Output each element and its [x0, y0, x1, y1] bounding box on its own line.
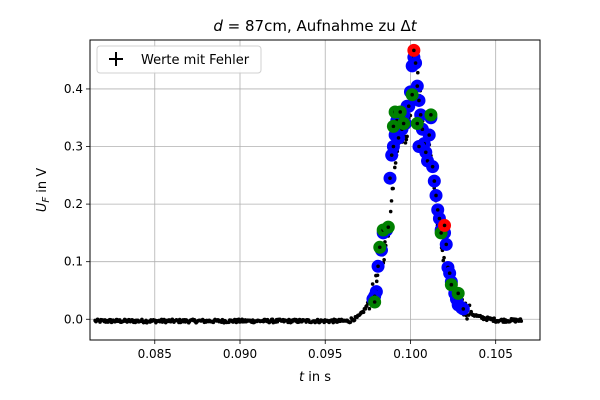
raw-data-dot: [389, 199, 394, 203]
grid-lines: [90, 40, 540, 340]
x-tick-label: 0.105: [479, 347, 513, 361]
raw-data-dot: [388, 209, 393, 214]
y-axis-label-sub: F: [41, 197, 52, 203]
raw-data-dot: [370, 282, 375, 286]
y-tick-label: 0.0: [64, 312, 83, 326]
y-axis-label: UF in V: [35, 168, 52, 212]
raw-data-dot: [398, 110, 403, 114]
raw-data-dot: [404, 137, 409, 142]
raw-data-dot: [417, 98, 421, 103]
raw-data-dot: [348, 320, 353, 324]
raw-data-dot: [331, 320, 336, 325]
raw-data-dot: [441, 258, 446, 263]
raw-data-dot: [396, 136, 401, 140]
x-axis-label-unit: in s: [304, 370, 331, 385]
raw-data-dot: [352, 318, 357, 322]
raw-data-dot: [406, 104, 411, 109]
raw-data-dot: [434, 193, 438, 198]
x-axis-ticks: 0.085 0.090 0.095 0.100 0.105: [138, 340, 513, 361]
raw-data-dot: [377, 245, 382, 250]
raw-data-dot: [418, 113, 423, 117]
raw-data-dot: [444, 242, 449, 247]
raw-data-dot: [447, 271, 452, 276]
title-t-symbol: t: [411, 17, 418, 35]
raw-data-dot: [427, 133, 432, 137]
x-tick-label: 0.100: [393, 347, 427, 361]
raw-data-dot: [393, 161, 398, 165]
raw-data-dot: [432, 179, 437, 183]
x-axis-label-var: t: [299, 370, 305, 385]
y-axis-ticks: 0.0 0.1 0.2 0.3 0.4: [64, 82, 90, 326]
raw-data-dot: [413, 61, 418, 65]
legend-marker-plus-icon: [109, 52, 123, 66]
raw-data-dot: [449, 282, 454, 287]
raw-data-dot: [367, 306, 372, 311]
x-tick-label: 0.090: [223, 347, 257, 361]
raw-data-dot: [391, 144, 396, 149]
raw-data-dot: [401, 121, 406, 126]
raw-data-dot: [415, 121, 420, 126]
y-tick-label: 0.3: [64, 140, 83, 154]
raw-data-dot: [442, 223, 447, 228]
y-tick-label: 0.4: [64, 82, 83, 96]
raw-data-dot: [415, 84, 420, 88]
raw-data-dot: [461, 307, 466, 311]
raw-data-dot: [376, 264, 380, 269]
raw-data-dot: [374, 279, 379, 284]
raw-data-dot: [456, 291, 460, 296]
raw-data-dot: [465, 317, 469, 321]
raw-data-dot: [410, 92, 414, 97]
plot-frame: [89, 39, 541, 341]
raw-data-dot: [423, 150, 428, 155]
raw-data-dot: [372, 300, 377, 304]
raw-data-dot: [365, 303, 369, 308]
raw-data-dot: [429, 113, 433, 117]
y-tick-label: 0.2: [64, 197, 83, 211]
raw-data-dot: [393, 165, 397, 170]
raw-data-dot: [386, 225, 391, 229]
x-tick-label: 0.095: [308, 347, 342, 361]
highlighted-data-points: [366, 43, 470, 316]
x-axis-label: t in s: [299, 370, 331, 385]
raw-data-dot: [435, 208, 440, 212]
raw-data-dot: [492, 316, 496, 320]
raw-data-dot: [391, 186, 395, 191]
raw-data-dot: [412, 48, 416, 53]
title-d-symbol: d: [213, 17, 223, 35]
raw-data-dot: [388, 176, 392, 180]
raw-data-dot: [375, 273, 380, 278]
legend: Werte mit Fehler: [96, 45, 262, 74]
raw-data-dot: [439, 231, 443, 235]
raw-data-dot: [430, 164, 435, 169]
raw-data-dot: [391, 124, 396, 129]
legend-label: Werte mit Fehler: [141, 53, 250, 68]
y-tick-label: 0.1: [64, 255, 83, 269]
raw-data-dot: [389, 153, 394, 157]
y-axis-label-var: U: [35, 202, 50, 212]
raw-data-dot: [519, 319, 524, 323]
plot-area: [89, 39, 541, 341]
raw-data-dot: [405, 134, 409, 139]
plot-background: [90, 40, 540, 340]
chart-title: d = 87cm, Aufnahme zu Δt: [213, 17, 417, 35]
raw-data-dot: [403, 141, 408, 145]
legend-box: [96, 45, 262, 74]
raw-data-dot: [437, 216, 442, 221]
raw-data-dot: [382, 257, 386, 262]
y-axis-label-unit: in V: [35, 168, 50, 197]
raw-data-dot: [417, 144, 421, 149]
raw-data-dot: [361, 310, 366, 315]
raw-data-dot: [442, 255, 446, 260]
x-tick-label: 0.085: [138, 347, 172, 361]
raw-data-dots: [93, 57, 524, 325]
title-main-text: = 87cm, Aufnahme zu Δ: [223, 17, 412, 35]
raw-data-dot: [415, 70, 420, 75]
